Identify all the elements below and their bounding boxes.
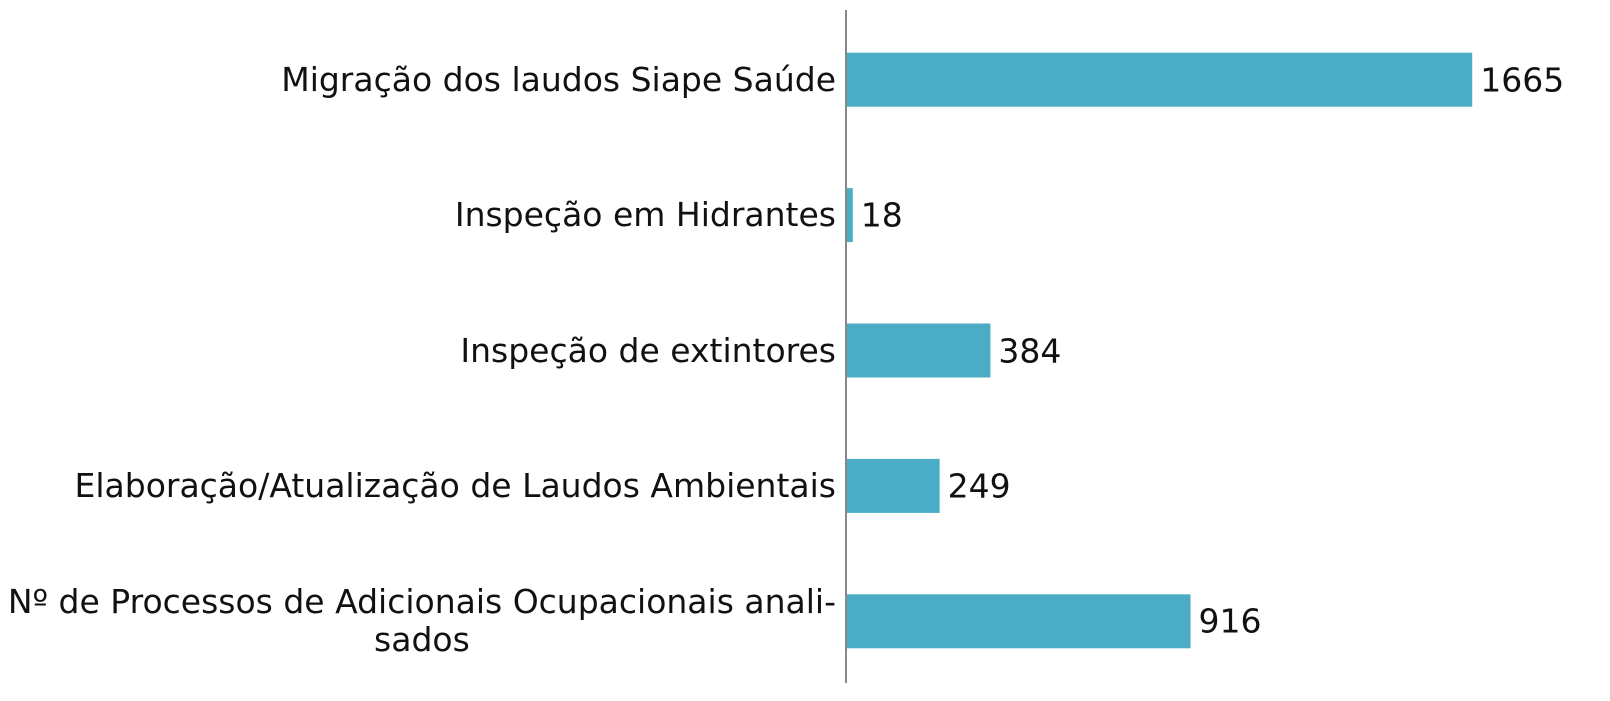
value-label: 1665 (1480, 60, 1565, 100)
bar (846, 52, 1473, 107)
bar (846, 458, 940, 513)
category-label: Inspeção de extintores (460, 330, 836, 370)
category-label: Elaboração/Atualização de Laudos Ambient… (74, 465, 837, 505)
value-label: 916 (1198, 601, 1262, 641)
bar (846, 188, 853, 243)
category-label: Migração dos laudos Siape Saúde (281, 59, 836, 99)
value-label: 18 (860, 195, 903, 235)
bar (846, 323, 991, 378)
bar (846, 594, 1191, 649)
value-label: 384 (998, 331, 1062, 370)
category-label: Inspeção em Hidrantes (454, 195, 836, 235)
value-label: 249 (947, 466, 1011, 506)
category-label: Nº de Processos de Adicionais Ocupaciona… (7, 582, 836, 660)
